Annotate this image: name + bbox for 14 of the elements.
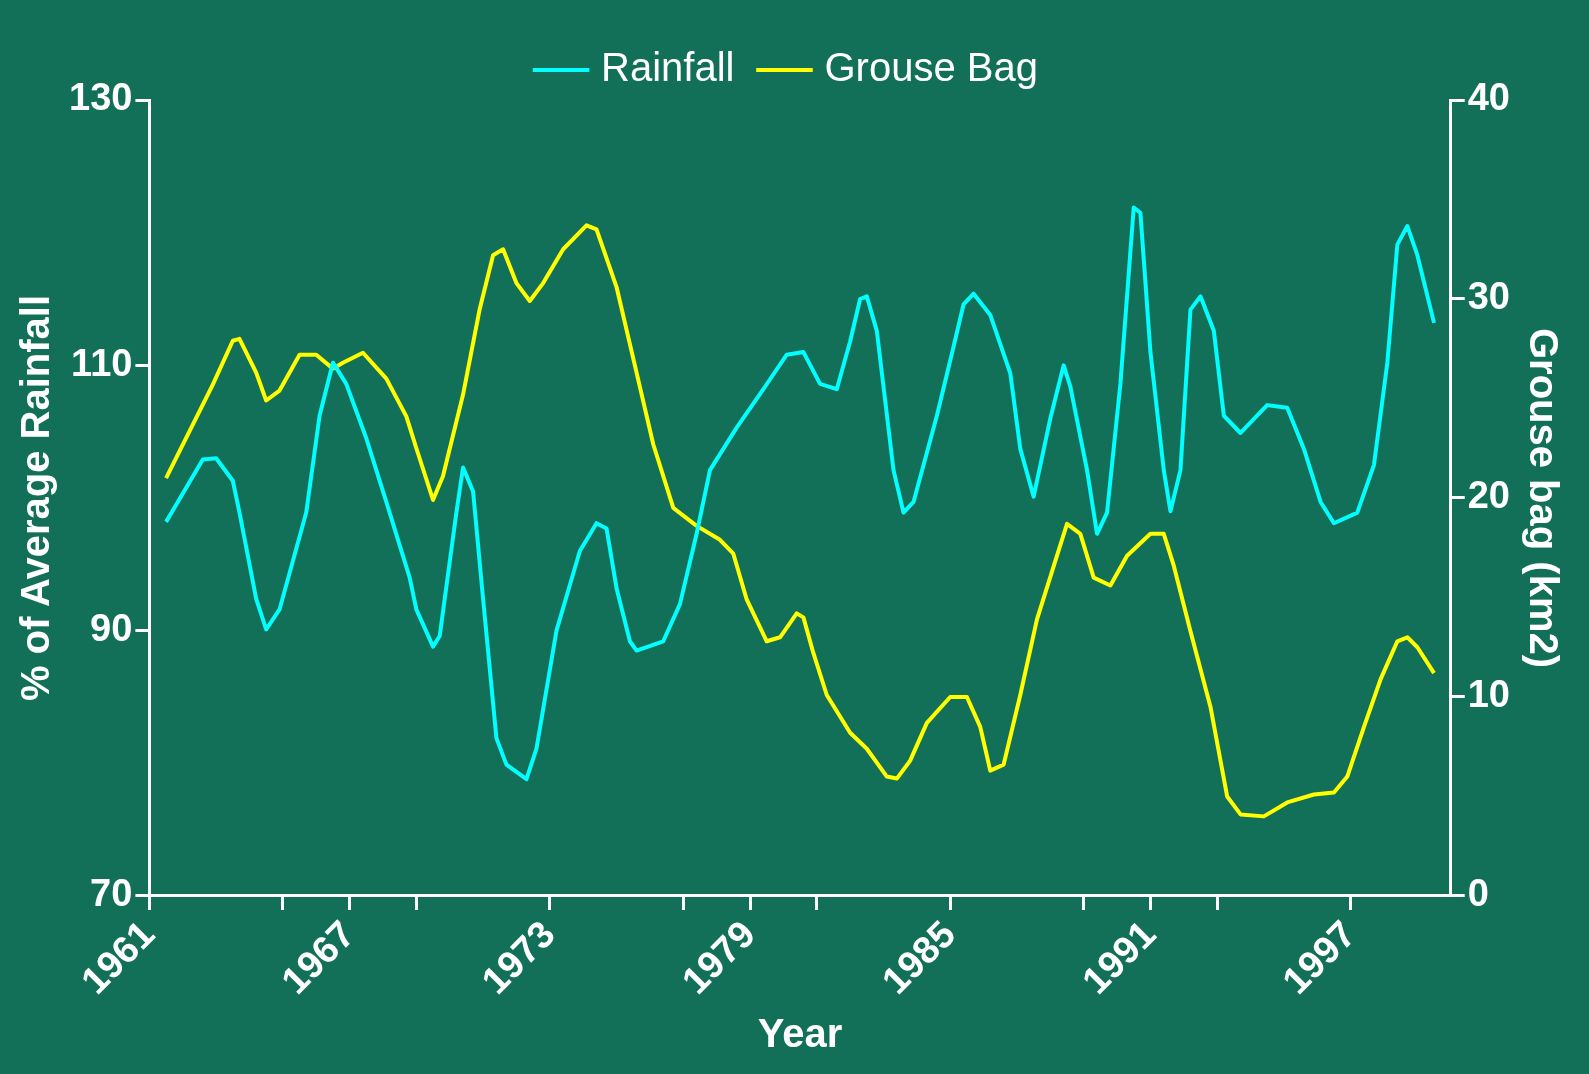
- y2-tick-label: 30: [1467, 275, 1511, 318]
- legend-label: Rainfall: [601, 45, 735, 90]
- y-tick-label: 70: [90, 872, 133, 915]
- y2-tick-label: 0: [1467, 872, 1489, 915]
- y2-tick-label: 10: [1467, 673, 1511, 716]
- y-tick-label: 130: [69, 76, 133, 119]
- y-axis-title: % of Average Rainfall: [13, 294, 58, 702]
- y2-axis-title: Grouse bag (km2): [1521, 327, 1566, 669]
- y2-tick-label: 20: [1467, 474, 1511, 517]
- y2-tick-label: 40: [1467, 76, 1511, 119]
- x-axis-title: Year: [757, 1011, 843, 1056]
- legend-label: Grouse Bag: [824, 45, 1038, 90]
- y-tick-label: 90: [90, 607, 133, 650]
- y-tick-label: 110: [71, 341, 133, 384]
